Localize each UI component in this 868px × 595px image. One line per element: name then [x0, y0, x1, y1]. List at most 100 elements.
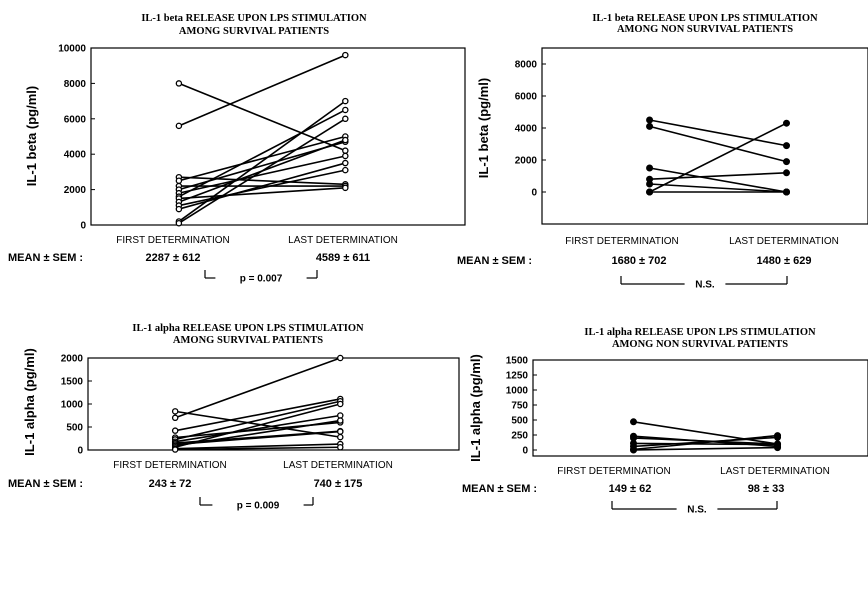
chart-1-series-3-line — [178, 176, 346, 186]
chart-2-category-label-2: LAST DETERMINATION — [729, 236, 839, 247]
chart-3-y-tick-label-4: 2000 — [61, 354, 84, 365]
chart-2-series-7-point-last — [783, 188, 790, 196]
chart-2-series-3-point-first — [646, 164, 654, 172]
chart-1-series-1-point-last — [342, 147, 349, 154]
chart-3-title-line-2: AMONG SURVIVAL PATIENTS — [173, 335, 323, 346]
chart-1-series-14-line — [178, 118, 346, 224]
chart-4-mean-sem-label: MEAN ± SEM : — [462, 483, 537, 495]
chart-4-series-1-point-first — [630, 418, 637, 426]
chart-2-series-2-point-first — [646, 122, 654, 130]
chart-4-category-label-2: LAST DETERMINATION — [720, 466, 830, 477]
chart-2-title-line-2: AMONG NON SURVIVAL PATIENTS — [617, 24, 793, 35]
chart-4-y-axis-label: IL-1 alpha (pg/ml) — [468, 354, 483, 462]
chart-1-mean-sem-value-1: 2287 ± 612 — [146, 252, 201, 264]
chart-3-series-3-line — [175, 398, 341, 432]
chart-2-series-5-line — [649, 183, 787, 193]
chart-1-series-4-point-first — [175, 177, 183, 184]
chart-3-y-tick-label-0: 0 — [77, 446, 83, 457]
chart-3-category-label-1: FIRST DETERMINATION — [113, 460, 227, 471]
chart-1-significance-label: p = 0.007 — [240, 274, 283, 285]
chart-4-series-6-point-last — [774, 432, 782, 440]
chart-1-mean-sem-value-2: 4589 ± 611 — [316, 252, 370, 264]
chart-1-series-10-point-last — [342, 136, 349, 144]
chart-1-y-tick-label-5: 10000 — [58, 44, 86, 55]
chart-2-series-5-point-first — [646, 180, 654, 188]
chart-4-series-6-line — [633, 434, 778, 451]
chart-3-series-1-point-last — [337, 433, 344, 441]
chart-3-series-6-line — [175, 414, 341, 443]
chart-1-series-2-point-first — [175, 122, 183, 130]
chart-2-y-tick-label-0: 0 — [531, 188, 537, 199]
chart-3-mean-sem-value-1: 243 ± 72 — [149, 478, 192, 490]
chart-2-mean-sem-value-1: 1680 ± 702 — [612, 255, 667, 267]
chart-3-series-5-line — [175, 400, 341, 441]
chart-4-title-line-1: IL-1 alpha RELEASE UPON LPS STIMULATION — [584, 327, 816, 338]
chart-3-mean-sem-label: MEAN ± SEM : — [8, 478, 83, 490]
chart-3-series-2-point-last — [337, 354, 344, 362]
chart-2-y-tick-label-4: 8000 — [515, 60, 538, 71]
chart-1-series-11-point-last — [342, 166, 349, 174]
chart-2-significance-label: N.S. — [695, 280, 715, 291]
chart-1-series-1-point-first — [175, 80, 183, 87]
chart-3-series-9-point-last — [337, 417, 344, 424]
chart-1-series-2-point-last — [342, 51, 349, 59]
chart-4-y-tick-label-0: 0 — [522, 446, 528, 457]
chart-1-series-14-point-last — [342, 115, 349, 123]
chart-4-series-7-point-first — [630, 446, 637, 454]
chart-1-series-7-point-last — [342, 152, 349, 160]
chart-4-y-tick-label-2: 500 — [511, 416, 528, 427]
chart-2-y-tick-label-1: 2000 — [515, 156, 538, 167]
chart-3-y-tick-label-1: 500 — [66, 423, 83, 434]
chart-1-series-7-line — [178, 155, 346, 194]
chart-3-series-12-point-first — [171, 446, 179, 453]
chart-2-y-tick-label-2: 4000 — [515, 124, 538, 135]
chart-2-mean-sem-value-2: 1480 ± 629 — [757, 255, 812, 267]
chart-2-series-4-line — [649, 172, 787, 180]
chart-3-y-tick-label-2: 1000 — [61, 400, 84, 411]
chart-3-series-2-point-first — [171, 414, 179, 422]
chart-3-series-12-line — [175, 446, 341, 451]
chart-4-series-7-line — [633, 446, 778, 451]
chart-3-series-12-point-last — [337, 443, 344, 451]
chart-2-mean-sem-label: MEAN ± SEM : — [457, 255, 532, 267]
chart-3-series-9-line — [175, 419, 341, 447]
chart-2-series-1-point-last — [783, 142, 790, 150]
chart-4-series-4-line — [633, 442, 778, 446]
chart-1-series-8-point-last — [342, 106, 349, 114]
chart-2-series-7-point-first — [646, 188, 654, 196]
chart-3-series-11-line — [175, 443, 341, 450]
chart-4-series-3-line — [633, 437, 778, 445]
chart-3-series-10-point-last — [337, 400, 344, 408]
chart-2-y-axis-label: IL-1 beta (pg/ml) — [476, 78, 491, 178]
chart-2-title-line-1: IL-1 beta RELEASE UPON LPS STIMULATION — [592, 13, 818, 24]
chart-4-plot-frame — [532, 359, 868, 457]
chart-4-title-line-2: AMONG NON SURVIVAL PATIENTS — [612, 339, 788, 350]
chart-1-category-label-1: FIRST DETERMINATION — [116, 235, 230, 246]
chart-1-y-tick-label-1: 2000 — [64, 185, 87, 196]
chart-1-series-9-point-last — [342, 184, 349, 192]
chart-1-plot-frame — [90, 47, 466, 226]
chart-1-series-2-line — [178, 54, 346, 127]
chart-2-category-label-1: FIRST DETERMINATION — [565, 236, 679, 247]
chart-1-mean-sem-label: MEAN ± SEM : — [8, 252, 83, 264]
chart-1-y-tick-label-0: 0 — [80, 221, 86, 232]
chart-1-y-tick-label-4: 8000 — [64, 79, 87, 90]
chart-4-y-tick-label-6: 1500 — [506, 356, 529, 367]
chart-1-category-label-2: LAST DETERMINATION — [288, 235, 398, 246]
chart-2-series-1-line — [649, 119, 787, 147]
chart-3-series-10-line — [174, 403, 341, 449]
chart-2-series-6-line — [649, 122, 787, 193]
chart-2-series-4-point-last — [783, 169, 790, 177]
chart-3-series-2-line — [174, 357, 341, 419]
chart-4-y-tick-label-4: 1000 — [506, 386, 529, 397]
chart-2-series-1-point-first — [646, 116, 654, 124]
chart-1-series-11-line — [178, 169, 346, 207]
chart-2-series-3-line — [649, 167, 787, 193]
chart-3-y-axis-label: IL-1 alpha (pg/ml) — [22, 348, 37, 456]
chart-3-series-8-point-last — [337, 428, 344, 435]
chart-1-title-line-2: AMONG SURVIVAL PATIENTS — [179, 26, 329, 37]
chart-2-y-tick-label-3: 6000 — [515, 92, 538, 103]
chart-3-significance-label: p = 0.009 — [237, 501, 280, 512]
chart-4-mean-sem-value-2: 98 ± 33 — [748, 483, 785, 495]
chart-1-y-axis-label: IL-1 beta (pg/ml) — [24, 86, 39, 186]
